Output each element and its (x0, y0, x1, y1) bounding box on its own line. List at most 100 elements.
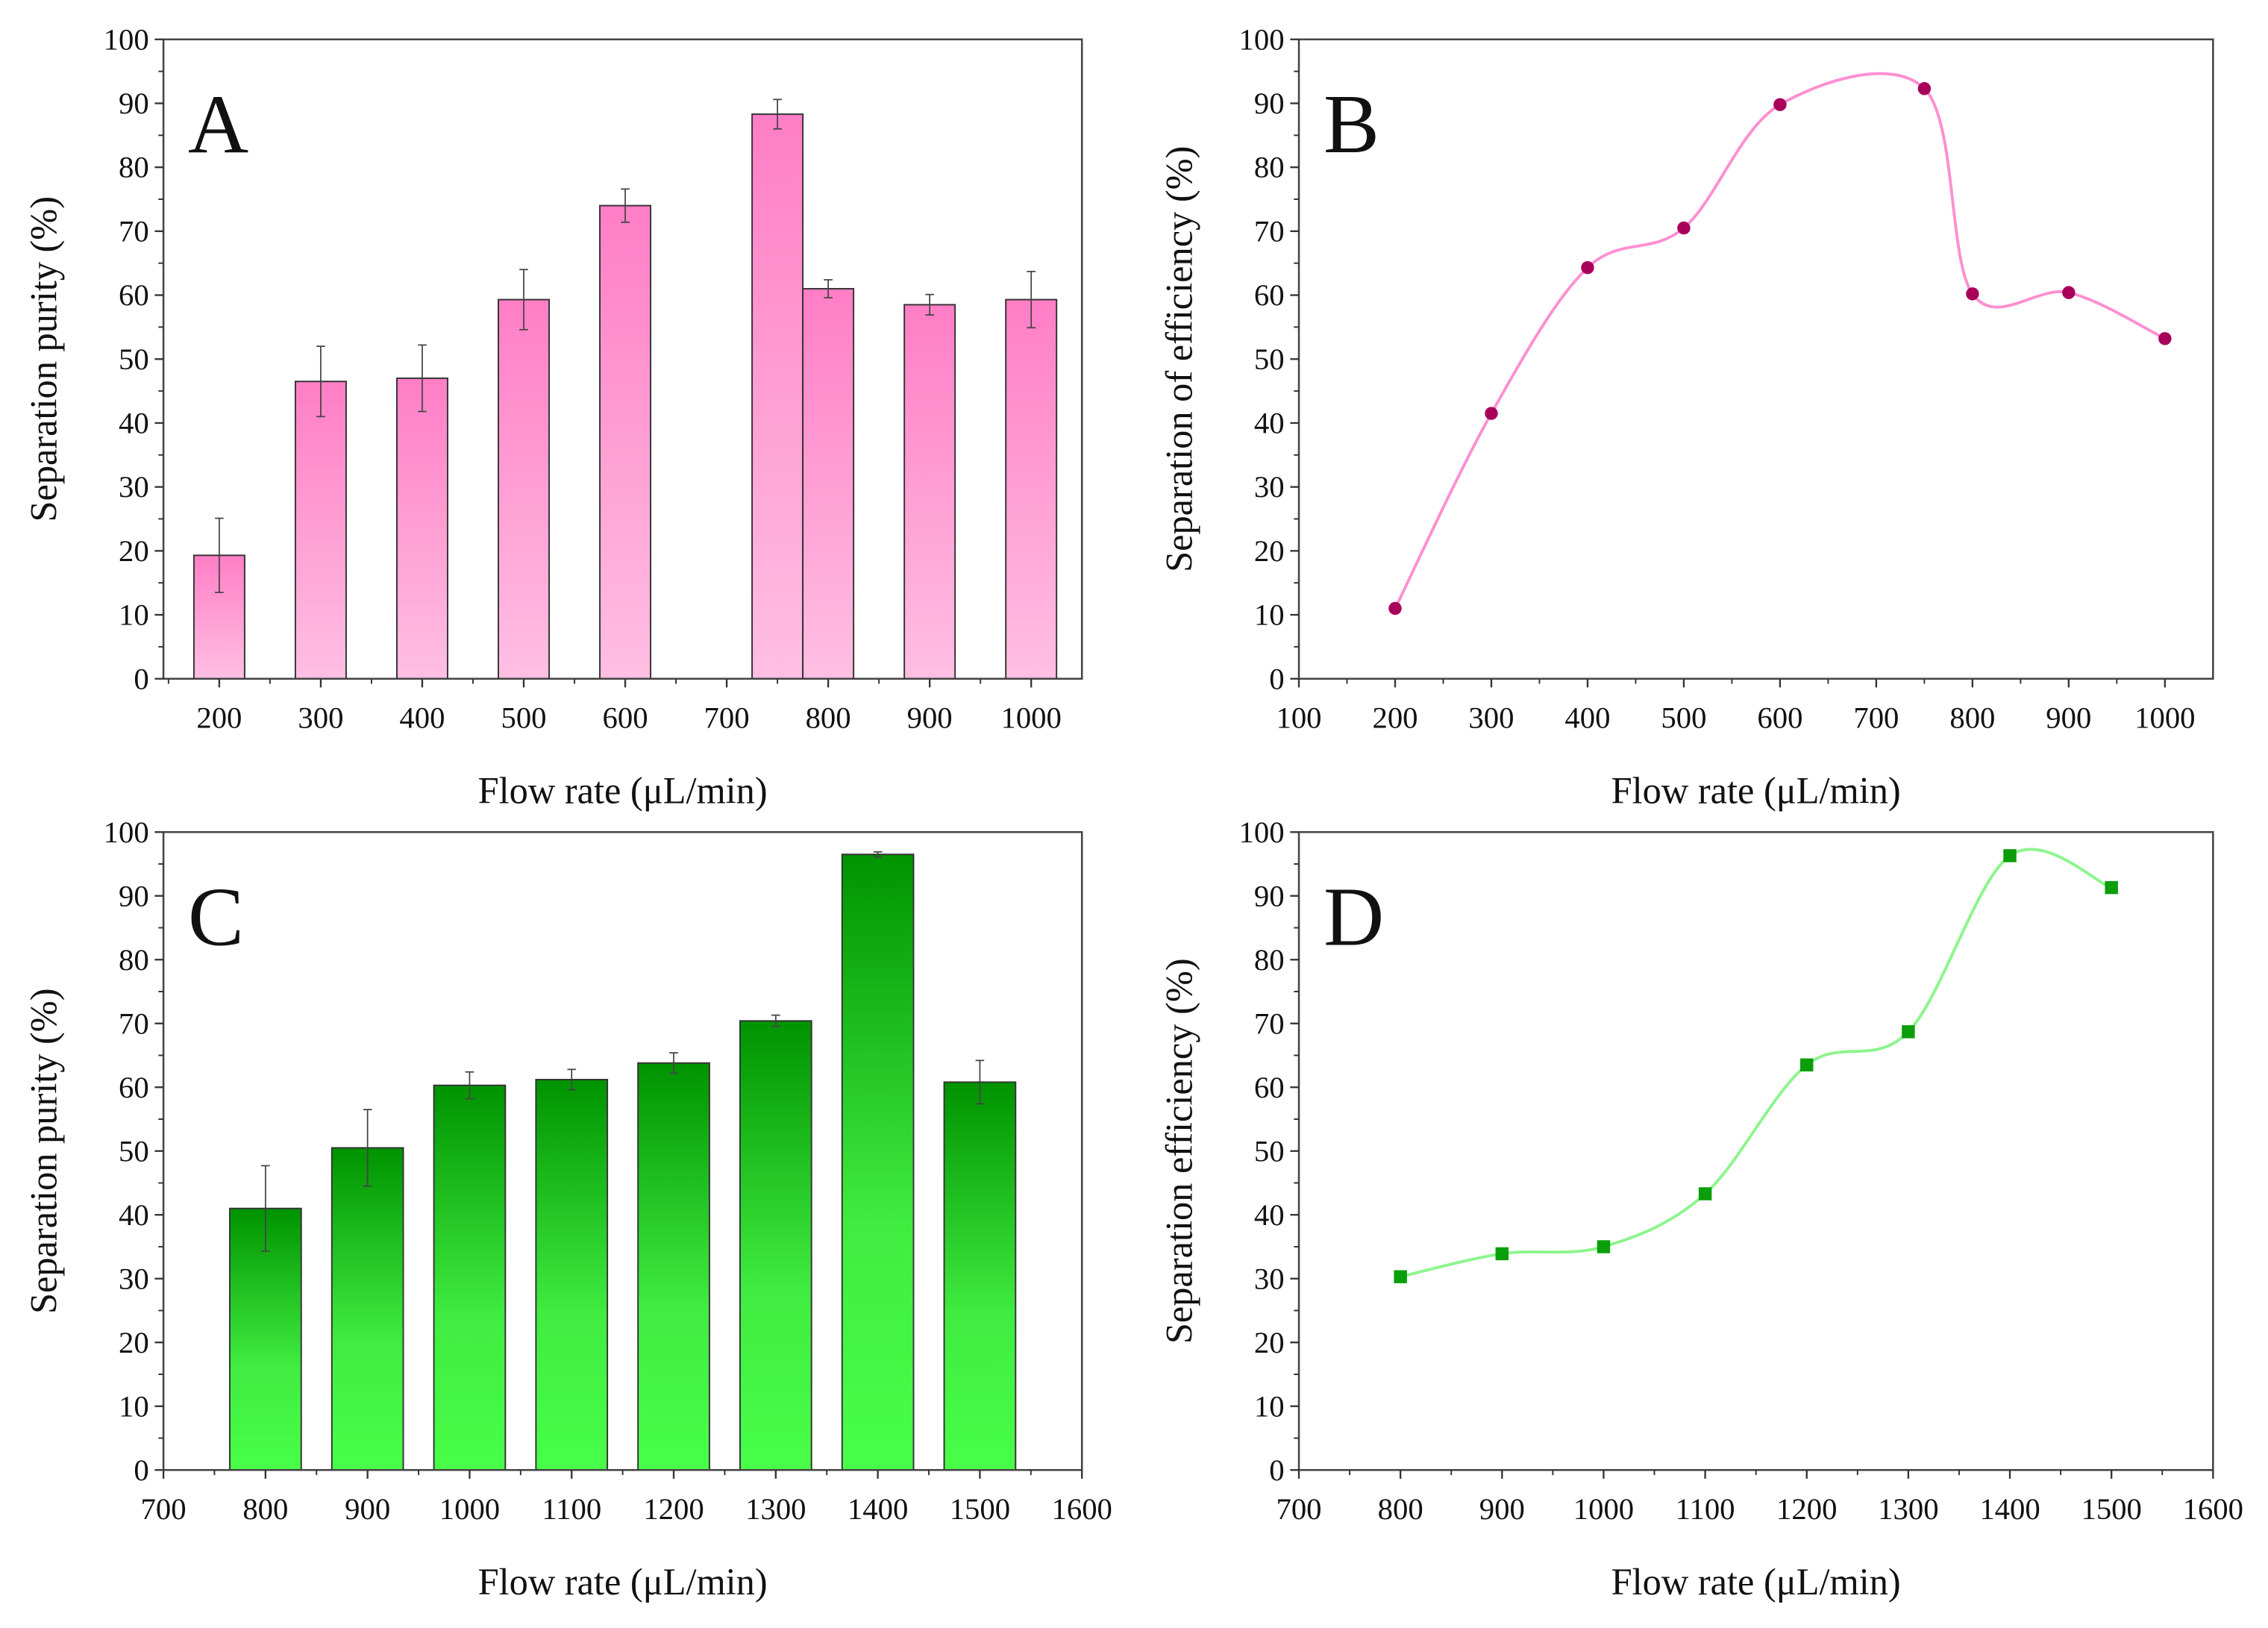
error-bar (567, 1068, 577, 1091)
data-point (1966, 287, 1979, 301)
x-tick-label: 1000 (1573, 1492, 1634, 1526)
x-tick-label: 200 (1372, 701, 1418, 735)
bar (637, 1062, 710, 1471)
panel-letter: D (1323, 871, 1384, 963)
data-point (1394, 1270, 1407, 1283)
data-point (1677, 221, 1691, 235)
y-tick-label: 20 (119, 1326, 149, 1359)
y-tick-label: 0 (134, 1453, 148, 1487)
bar (535, 1079, 609, 1471)
x-tick-label: 100 (1276, 701, 1321, 735)
x-tick-label: 800 (1378, 1492, 1423, 1526)
bar (903, 304, 956, 680)
y-tick-label: 40 (1254, 407, 1285, 440)
y-tick-label: 40 (1254, 1198, 1285, 1232)
y-tick-label: 60 (1254, 278, 1285, 312)
error-bar (925, 293, 934, 316)
bar (751, 113, 804, 680)
x-tick-label: 700 (1853, 701, 1899, 735)
y-axis-label: Separation purity (%) (23, 196, 65, 522)
error-bar (316, 345, 325, 418)
bar (395, 377, 448, 680)
y-axis-label: Separation purity (%) (23, 988, 65, 1314)
x-tick-label: 400 (399, 701, 445, 735)
data-point (1800, 1058, 1814, 1072)
x-tick-label: 1400 (848, 1492, 908, 1526)
y-tick-label: 80 (1254, 943, 1285, 977)
x-tick-label: 700 (1276, 1492, 1321, 1526)
y-axis-label: Separation of efficiency (%) (1159, 146, 1200, 572)
data-point (1597, 1240, 1611, 1253)
x-tick-label: 700 (704, 701, 750, 735)
panel-d: 0 10 20 30 40 50 60 70 80 90 100 700 800 900 1000 1100 1… (1159, 815, 2243, 1603)
bar (1005, 298, 1058, 680)
x-tick-label: 1100 (542, 1492, 601, 1526)
y-tick-label: 10 (119, 598, 149, 632)
plot-frame (1297, 830, 2214, 1471)
bar (229, 1207, 302, 1471)
x-tick-label: 1300 (1878, 1492, 1938, 1526)
x-tick-label: 800 (242, 1492, 288, 1526)
data-point (1773, 98, 1787, 111)
y-tick-label: 50 (1254, 1134, 1285, 1168)
x-tick-label: 1500 (950, 1492, 1010, 1526)
x-tick-label: 500 (501, 701, 546, 735)
x-axis-label: Flow rate (μL/min) (478, 1561, 768, 1603)
data-point (2003, 849, 2017, 862)
bar (802, 288, 855, 680)
x-tick-label: 900 (907, 701, 953, 735)
y-tick-label: 10 (1254, 598, 1285, 632)
x-tick-label: 1600 (1052, 1492, 1112, 1526)
data-point (2158, 332, 2172, 345)
x-tick-label: 1400 (1979, 1492, 2040, 1526)
error-bar (363, 1109, 372, 1187)
panel-letter: B (1323, 78, 1379, 171)
panel-letter: C (188, 871, 244, 963)
y-tick-label: 80 (119, 151, 149, 184)
error-bar (669, 1052, 678, 1074)
data-point (1698, 1187, 1712, 1200)
y-tick-label: 50 (119, 342, 149, 376)
x-axis-label: Flow rate (μL/min) (1611, 1561, 1901, 1603)
error-bar (824, 279, 833, 298)
y-tick-label: 80 (119, 943, 149, 977)
x-tick-label: 1100 (1676, 1492, 1735, 1526)
x-tick-label: 400 (1564, 701, 1610, 735)
x-axis-label: Flow rate (μL/min) (1611, 769, 1901, 811)
data-point (2105, 880, 2118, 895)
data-point (1388, 601, 1402, 616)
bar (739, 1020, 812, 1471)
y-tick-label: 60 (119, 1071, 149, 1104)
y-tick-label: 50 (1254, 342, 1285, 376)
error-bar (975, 1059, 985, 1105)
error-bar (621, 188, 630, 223)
y-tick-label: 30 (1254, 1262, 1285, 1295)
y-tick-label: 100 (1239, 22, 1285, 56)
fit-curve (1394, 72, 2166, 610)
y-tick-label: 20 (1254, 534, 1285, 568)
y-tick-label: 90 (119, 87, 149, 120)
error-bar (465, 1071, 474, 1100)
x-tick-label: 1500 (2081, 1492, 2141, 1526)
y-tick-label: 90 (1254, 87, 1285, 120)
error-bar (519, 269, 528, 331)
bar (943, 1081, 1017, 1471)
x-tick-label: 1300 (745, 1492, 806, 1526)
y-tick-label: 70 (1254, 1006, 1285, 1040)
y-tick-label: 90 (1254, 879, 1285, 912)
y-tick-label: 70 (119, 214, 149, 248)
x-tick-label: 200 (196, 701, 242, 735)
y-tick-label: 0 (134, 662, 148, 695)
data-point (1485, 407, 1498, 420)
x-tick-label: 1200 (1776, 1492, 1837, 1526)
bar (294, 381, 347, 680)
fit-curve (1400, 848, 2112, 1279)
y-tick-label: 90 (119, 879, 149, 912)
x-tick-label: 1000 (439, 1492, 500, 1526)
bar (433, 1084, 507, 1471)
error-bar (771, 1014, 780, 1027)
error-bar (418, 344, 427, 413)
data-point (1902, 1025, 1915, 1039)
y-tick-label: 30 (119, 470, 149, 504)
